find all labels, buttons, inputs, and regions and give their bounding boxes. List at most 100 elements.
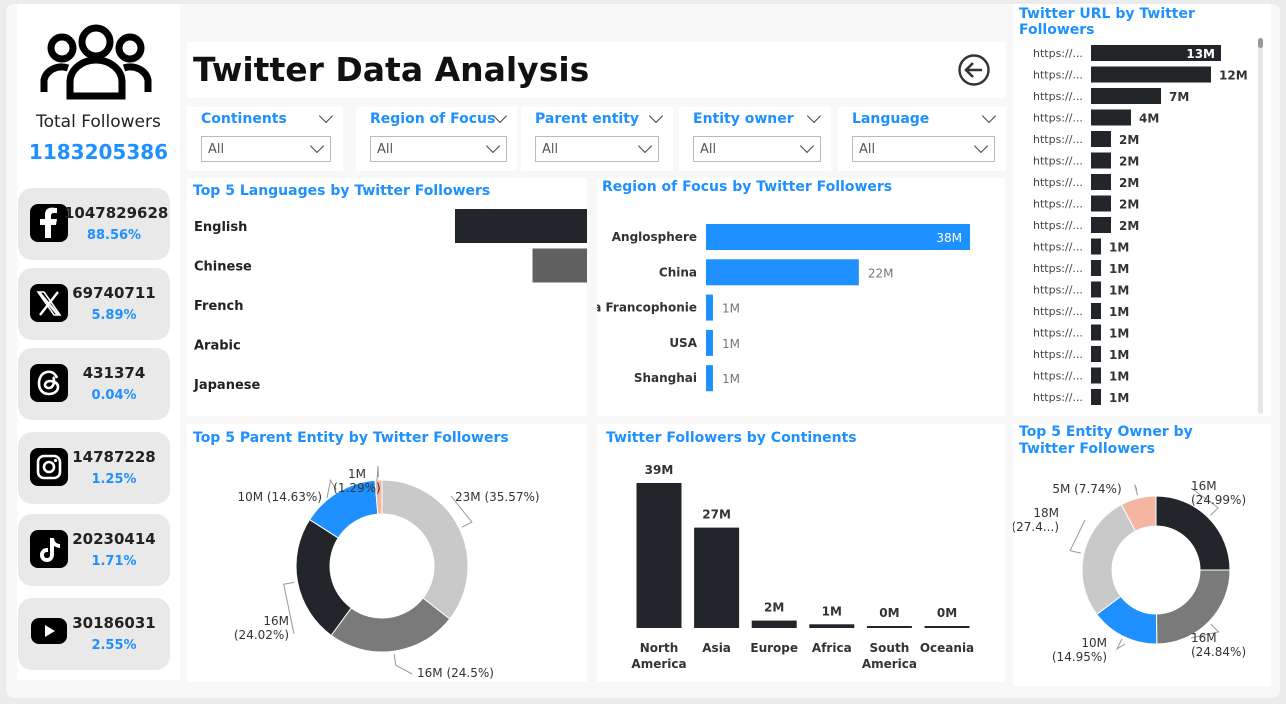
region-chart: Anglosphere 38M China 22M la Francophonie 1M U… [597, 224, 970, 392]
url-bar[interactable] [1091, 109, 1131, 126]
chevron-down-icon[interactable] [981, 108, 997, 124]
continent-bar[interactable] [751, 620, 797, 628]
continent-bar[interactable] [866, 626, 912, 628]
donut-slice[interactable] [1081, 503, 1137, 616]
card-threads[interactable]: 431374 0.04% [18, 348, 170, 420]
slicer-label: Parent entity [535, 111, 640, 127]
card-tiktok[interactable]: 20230414 1.71% [18, 514, 170, 586]
parent-title: Top 5 Parent Entity by Twitter Followers [193, 430, 509, 446]
url-bar[interactable] [1091, 260, 1101, 276]
chevron-down-icon[interactable] [318, 108, 334, 124]
instagram-icon [30, 448, 68, 486]
slicer-dropdown[interactable]: All [535, 136, 659, 162]
x-count: 69740711 [72, 284, 156, 302]
youtube-pct: 2.55% [91, 638, 137, 653]
url-bar[interactable] [1091, 281, 1101, 298]
urls-scrollbar[interactable] [1258, 38, 1263, 414]
slicer-continents[interactable]: Continents All [187, 107, 343, 171]
region-panel: Region of Focus by Twitter Followers Ang… [597, 178, 1005, 416]
url-bar[interactable] [1091, 66, 1211, 83]
slicer-language[interactable]: Language All [838, 107, 1006, 171]
url-bar[interactable] [1091, 346, 1101, 362]
continent-label: South America [862, 641, 917, 671]
url-value-label: 7M [1169, 90, 1189, 104]
header-panel [187, 42, 1006, 98]
url-value-label: 13M [1186, 47, 1215, 61]
continents-panel: Twitter Followers by Continents 39M North… [597, 424, 1005, 682]
card-youtube[interactable]: 30186031 2.55% [18, 598, 170, 670]
url-value-label: 1M [1109, 370, 1129, 384]
slicer-value: All [700, 142, 717, 157]
chevron-down-icon [799, 138, 815, 154]
url-bar[interactable] [1091, 324, 1101, 341]
threads-count: 431374 [82, 364, 146, 382]
url-bar[interactable] [1091, 217, 1111, 233]
owner-title: Top 5 Entity Owner by Twitter Followers [1019, 424, 1193, 457]
donut-leader-line [1190, 487, 1219, 516]
url-bar[interactable] [1091, 367, 1101, 384]
url-label: https://... [1033, 198, 1083, 211]
language-label: French [194, 299, 244, 314]
slicer-dropdown[interactable]: All [852, 136, 995, 162]
continent-bar[interactable] [924, 626, 970, 628]
donut-label: 10M (14.63%) [237, 490, 322, 504]
language-bar[interactable] [532, 248, 588, 283]
url-bar[interactable] [1091, 45, 1221, 61]
back-arrow-icon[interactable] [957, 53, 991, 87]
donut-slice[interactable] [1155, 495, 1231, 571]
chevron-down-icon [637, 138, 653, 154]
url-value-label: 2M [1119, 219, 1139, 233]
facebook-pct: 88.56% [86, 228, 142, 243]
card-instagram[interactable]: 14787228 1.25% [18, 432, 170, 504]
urls-scrollbar-thumb[interactable] [1258, 38, 1263, 48]
continents-title: Twitter Followers by Continents [606, 430, 857, 446]
donut-label: 23M (35.57%) [455, 490, 540, 504]
region-bar[interactable] [706, 224, 970, 250]
url-bar[interactable] [1091, 152, 1111, 169]
region-bar[interactable] [706, 294, 713, 321]
url-bar[interactable] [1091, 131, 1111, 147]
slicer-value: All [377, 142, 394, 157]
card-facebook[interactable]: 1047829628 88.56% [18, 188, 170, 260]
url-label: https://... [1033, 155, 1083, 168]
region-bar[interactable] [706, 329, 713, 356]
slicer-region-of-focus[interactable]: Region of Focus All [356, 107, 517, 171]
donut-label: 1M (1.29%) [333, 467, 380, 495]
chevron-down-icon[interactable] [806, 108, 822, 124]
region-bar[interactable] [706, 259, 859, 286]
region-bar[interactable] [706, 365, 713, 392]
url-bar[interactable] [1091, 174, 1111, 190]
url-bar[interactable] [1091, 88, 1161, 104]
url-bar[interactable] [1091, 195, 1111, 212]
slicer-value: All [859, 142, 876, 157]
slicer-dropdown[interactable]: All [693, 136, 821, 162]
languages-title: Top 5 Languages by Twitter Followers [193, 183, 491, 199]
donut-slice[interactable] [295, 518, 352, 637]
continent-bar[interactable] [694, 527, 740, 628]
slicer-label: Continents [201, 111, 287, 127]
continent-label: Europe [750, 641, 798, 655]
language-bar[interactable] [455, 209, 587, 243]
url-value-label: 12M [1219, 69, 1248, 83]
chevron-down-icon [973, 138, 989, 154]
url-bar[interactable] [1091, 238, 1101, 255]
donut-label: 10M (14.95%) [1052, 636, 1107, 664]
url-bar[interactable] [1091, 389, 1101, 405]
slicer-parent-entity[interactable]: Parent entity All [521, 107, 673, 171]
chevron-down-icon[interactable] [648, 108, 664, 124]
url-value-label: 1M [1109, 391, 1129, 405]
url-bar[interactable] [1091, 303, 1101, 319]
url-value-label: 2M [1119, 176, 1139, 190]
languages-chart: English44MChinese22MFrench1MArabic1MJapa… [193, 209, 588, 393]
donut-slice[interactable] [381, 479, 469, 620]
tiktok-count: 20230414 [72, 530, 156, 548]
continent-bar[interactable] [636, 483, 682, 628]
card-x[interactable]: 69740711 5.89% [18, 268, 170, 340]
slicer-dropdown[interactable]: All [201, 136, 331, 162]
slicer-dropdown[interactable]: All [370, 136, 507, 162]
slicer-entity-owner[interactable]: Entity owner All [679, 107, 831, 171]
url-value-label: 1M [1109, 262, 1129, 276]
continent-bar[interactable] [809, 624, 855, 628]
total-followers-label: Total Followers [36, 112, 161, 132]
donut-slice[interactable] [1120, 495, 1157, 532]
